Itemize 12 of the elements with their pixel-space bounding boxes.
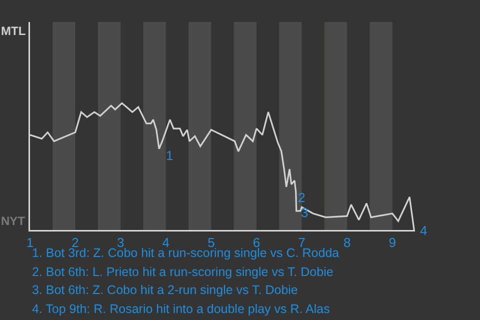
x-tick-label: 8 xyxy=(343,235,351,250)
x-tick-label: 1 xyxy=(26,235,34,250)
annotation: 3 xyxy=(301,205,308,220)
annotation: 1 xyxy=(166,148,174,163)
text: NYT xyxy=(1,214,26,228)
text: 2. Bot 6th: L. Prieto hit a run-scoring single vs T. Dobie xyxy=(32,265,334,279)
x-tick-label: 9 xyxy=(388,235,396,250)
text: 4. Top 9th: R. Rosario hit into a double play vs R. Alas xyxy=(32,302,330,316)
text: MTL xyxy=(1,24,26,38)
text: 3. Bot 6th: Z. Cobo hit a 2-run single vs T. Dobie xyxy=(32,283,298,297)
annotation: 2 xyxy=(298,190,306,205)
annotation: 4 xyxy=(420,223,428,238)
